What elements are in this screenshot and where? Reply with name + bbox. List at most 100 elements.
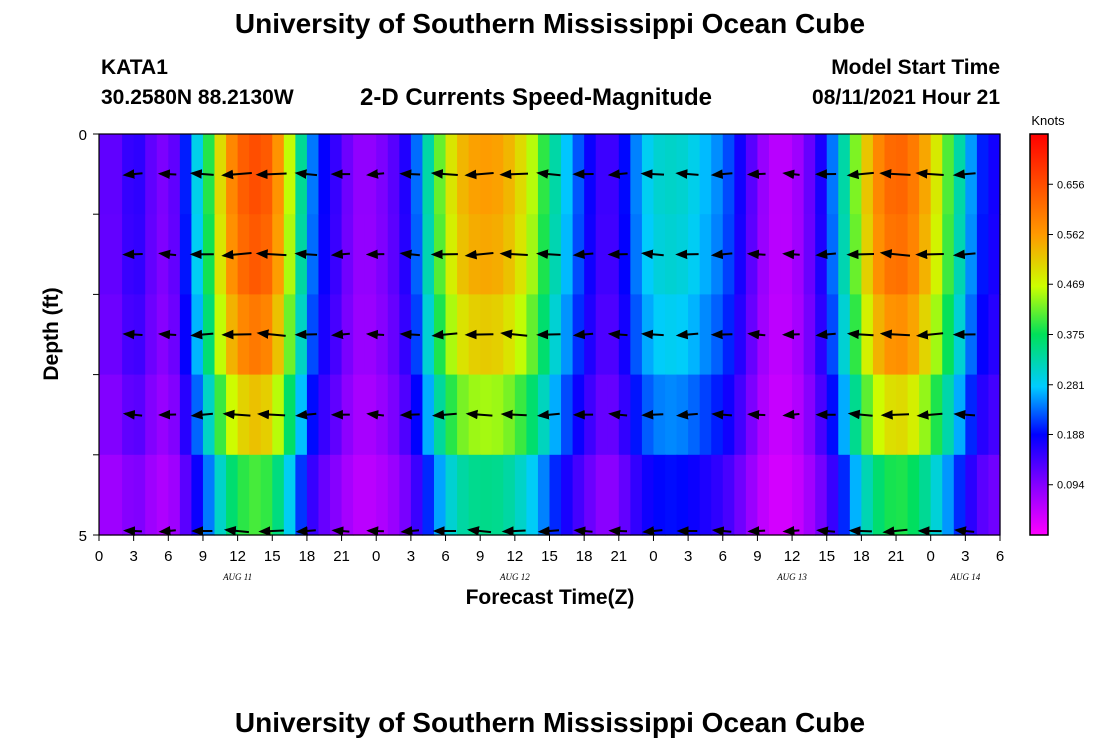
current-vector-arrow <box>189 169 214 179</box>
heatmap-cell <box>803 454 816 536</box>
heatmap-cell <box>942 134 955 215</box>
heatmap-cell <box>156 454 169 536</box>
x-tick-label: 3 <box>961 548 969 565</box>
heatmap-cell <box>283 374 296 456</box>
current-vector-arrow <box>295 409 317 420</box>
heatmap-cell <box>133 454 146 536</box>
chart-title: 2-D Currents Speed-Magnitude <box>360 84 713 111</box>
heatmap-cell <box>514 454 527 536</box>
heatmap-cell <box>318 134 331 215</box>
y-axis-label: Depth (ft) <box>40 287 63 380</box>
heatmap-cell <box>768 454 782 536</box>
x-tick-label: 18 <box>853 548 870 565</box>
heatmap-cell <box>445 454 458 536</box>
heatmap-cell <box>491 214 504 295</box>
heatmap-cell <box>630 454 643 536</box>
heatmap-cell <box>249 134 262 215</box>
x-tick-label: 15 <box>541 548 558 565</box>
heatmap-cell <box>353 214 366 295</box>
current-vector-arrow <box>676 409 698 420</box>
heatmap-cell <box>803 214 816 295</box>
heatmap-cell <box>699 214 712 295</box>
current-vector-arrow <box>331 526 350 536</box>
heatmap-cell <box>907 134 920 215</box>
heatmap-cell <box>387 374 400 456</box>
x-tick-label: 3 <box>407 548 415 565</box>
heatmap-cell <box>145 374 158 456</box>
heatmap-cell <box>410 454 424 536</box>
x-tick-label: 6 <box>996 548 1004 565</box>
heatmap-cell <box>838 294 851 376</box>
x-tick-label: 3 <box>684 548 692 565</box>
heatmap-cell <box>457 374 470 456</box>
heatmap-cell <box>191 454 204 536</box>
heatmap-cell <box>226 454 239 536</box>
x-tick-label: 18 <box>299 548 316 565</box>
x-tick-label: 0 <box>95 548 103 565</box>
heatmap-cell <box>318 454 331 536</box>
heatmap-cell <box>907 214 920 295</box>
heatmap-cell <box>387 454 400 536</box>
heatmap-cell <box>249 454 262 536</box>
current-vector-arrow <box>499 169 529 180</box>
heatmap-cell <box>145 294 158 376</box>
x-tick-label: 3 <box>129 548 137 565</box>
colorbar-scale <box>1029 133 1049 536</box>
heatmap-cell <box>503 454 516 536</box>
current-vector-arrow <box>572 329 594 340</box>
colorbar-label: Knots <box>1031 113 1065 128</box>
current-vector-arrow <box>400 526 420 536</box>
colorbar: Knots 0.656 0.562 0.469 0.375 0.281 0.188 0.09… <box>1029 113 1085 536</box>
heatmap-cell <box>757 454 770 536</box>
heatmap-cell <box>387 134 400 215</box>
current-vector-arrow <box>122 329 143 340</box>
heatmap-cell <box>526 134 539 215</box>
heatmap-cell <box>283 454 296 536</box>
heatmap-cell <box>665 214 678 295</box>
heatmap-cell <box>99 454 112 536</box>
heatmap-cell <box>457 214 470 295</box>
x-tick-label: 0 <box>372 548 380 565</box>
x-tick-label: 0 <box>649 548 657 565</box>
heatmap-cell <box>641 454 655 536</box>
heatmap-cell <box>491 374 504 456</box>
date-label: AUG 14 <box>949 572 980 582</box>
x-tick-label: 9 <box>476 548 484 565</box>
heatmap-cell <box>249 374 262 456</box>
heatmap-cell <box>792 454 805 536</box>
x-tick-label: 9 <box>753 548 761 565</box>
current-vector-arrow <box>158 329 177 340</box>
heatmap-cell <box>318 294 331 376</box>
model-start-label: Model Start Time <box>831 56 1000 79</box>
y-tick-label: 0 <box>79 127 87 144</box>
current-vector-arrow <box>499 249 528 259</box>
heatmap-cell <box>907 374 920 456</box>
heatmap-cell <box>214 214 227 295</box>
heatmap-cell <box>433 454 447 536</box>
current-vector-arrow <box>953 409 976 420</box>
x-tick-label: 6 <box>719 548 727 565</box>
heatmap-cell <box>110 454 123 536</box>
heatmap-cell <box>942 374 955 456</box>
current-vector-arrow <box>879 169 911 179</box>
heatmap-cell <box>110 374 123 456</box>
current-vector-arrow <box>255 169 287 180</box>
heatmap-cell <box>942 454 955 536</box>
heatmap-cell <box>202 454 216 536</box>
heatmap-cell <box>803 374 816 456</box>
heatmap-cell <box>99 134 112 215</box>
heatmap-cell <box>179 294 193 376</box>
heatmap-cell <box>676 454 689 536</box>
heatmap-cell <box>595 294 608 376</box>
heatmap-cell <box>595 374 608 456</box>
heatmap-cell <box>145 454 158 536</box>
heatmap-cell <box>618 454 631 536</box>
current-vector-arrow <box>747 526 766 536</box>
current-vector-arrow <box>846 169 874 180</box>
heatmap-cell <box>665 374 678 456</box>
current-vector-arrow <box>640 249 664 260</box>
heatmap-cell <box>318 374 331 456</box>
current-vector-arrow <box>915 329 944 340</box>
current-vector-arrow <box>782 525 800 536</box>
heatmap-cell <box>838 454 851 536</box>
